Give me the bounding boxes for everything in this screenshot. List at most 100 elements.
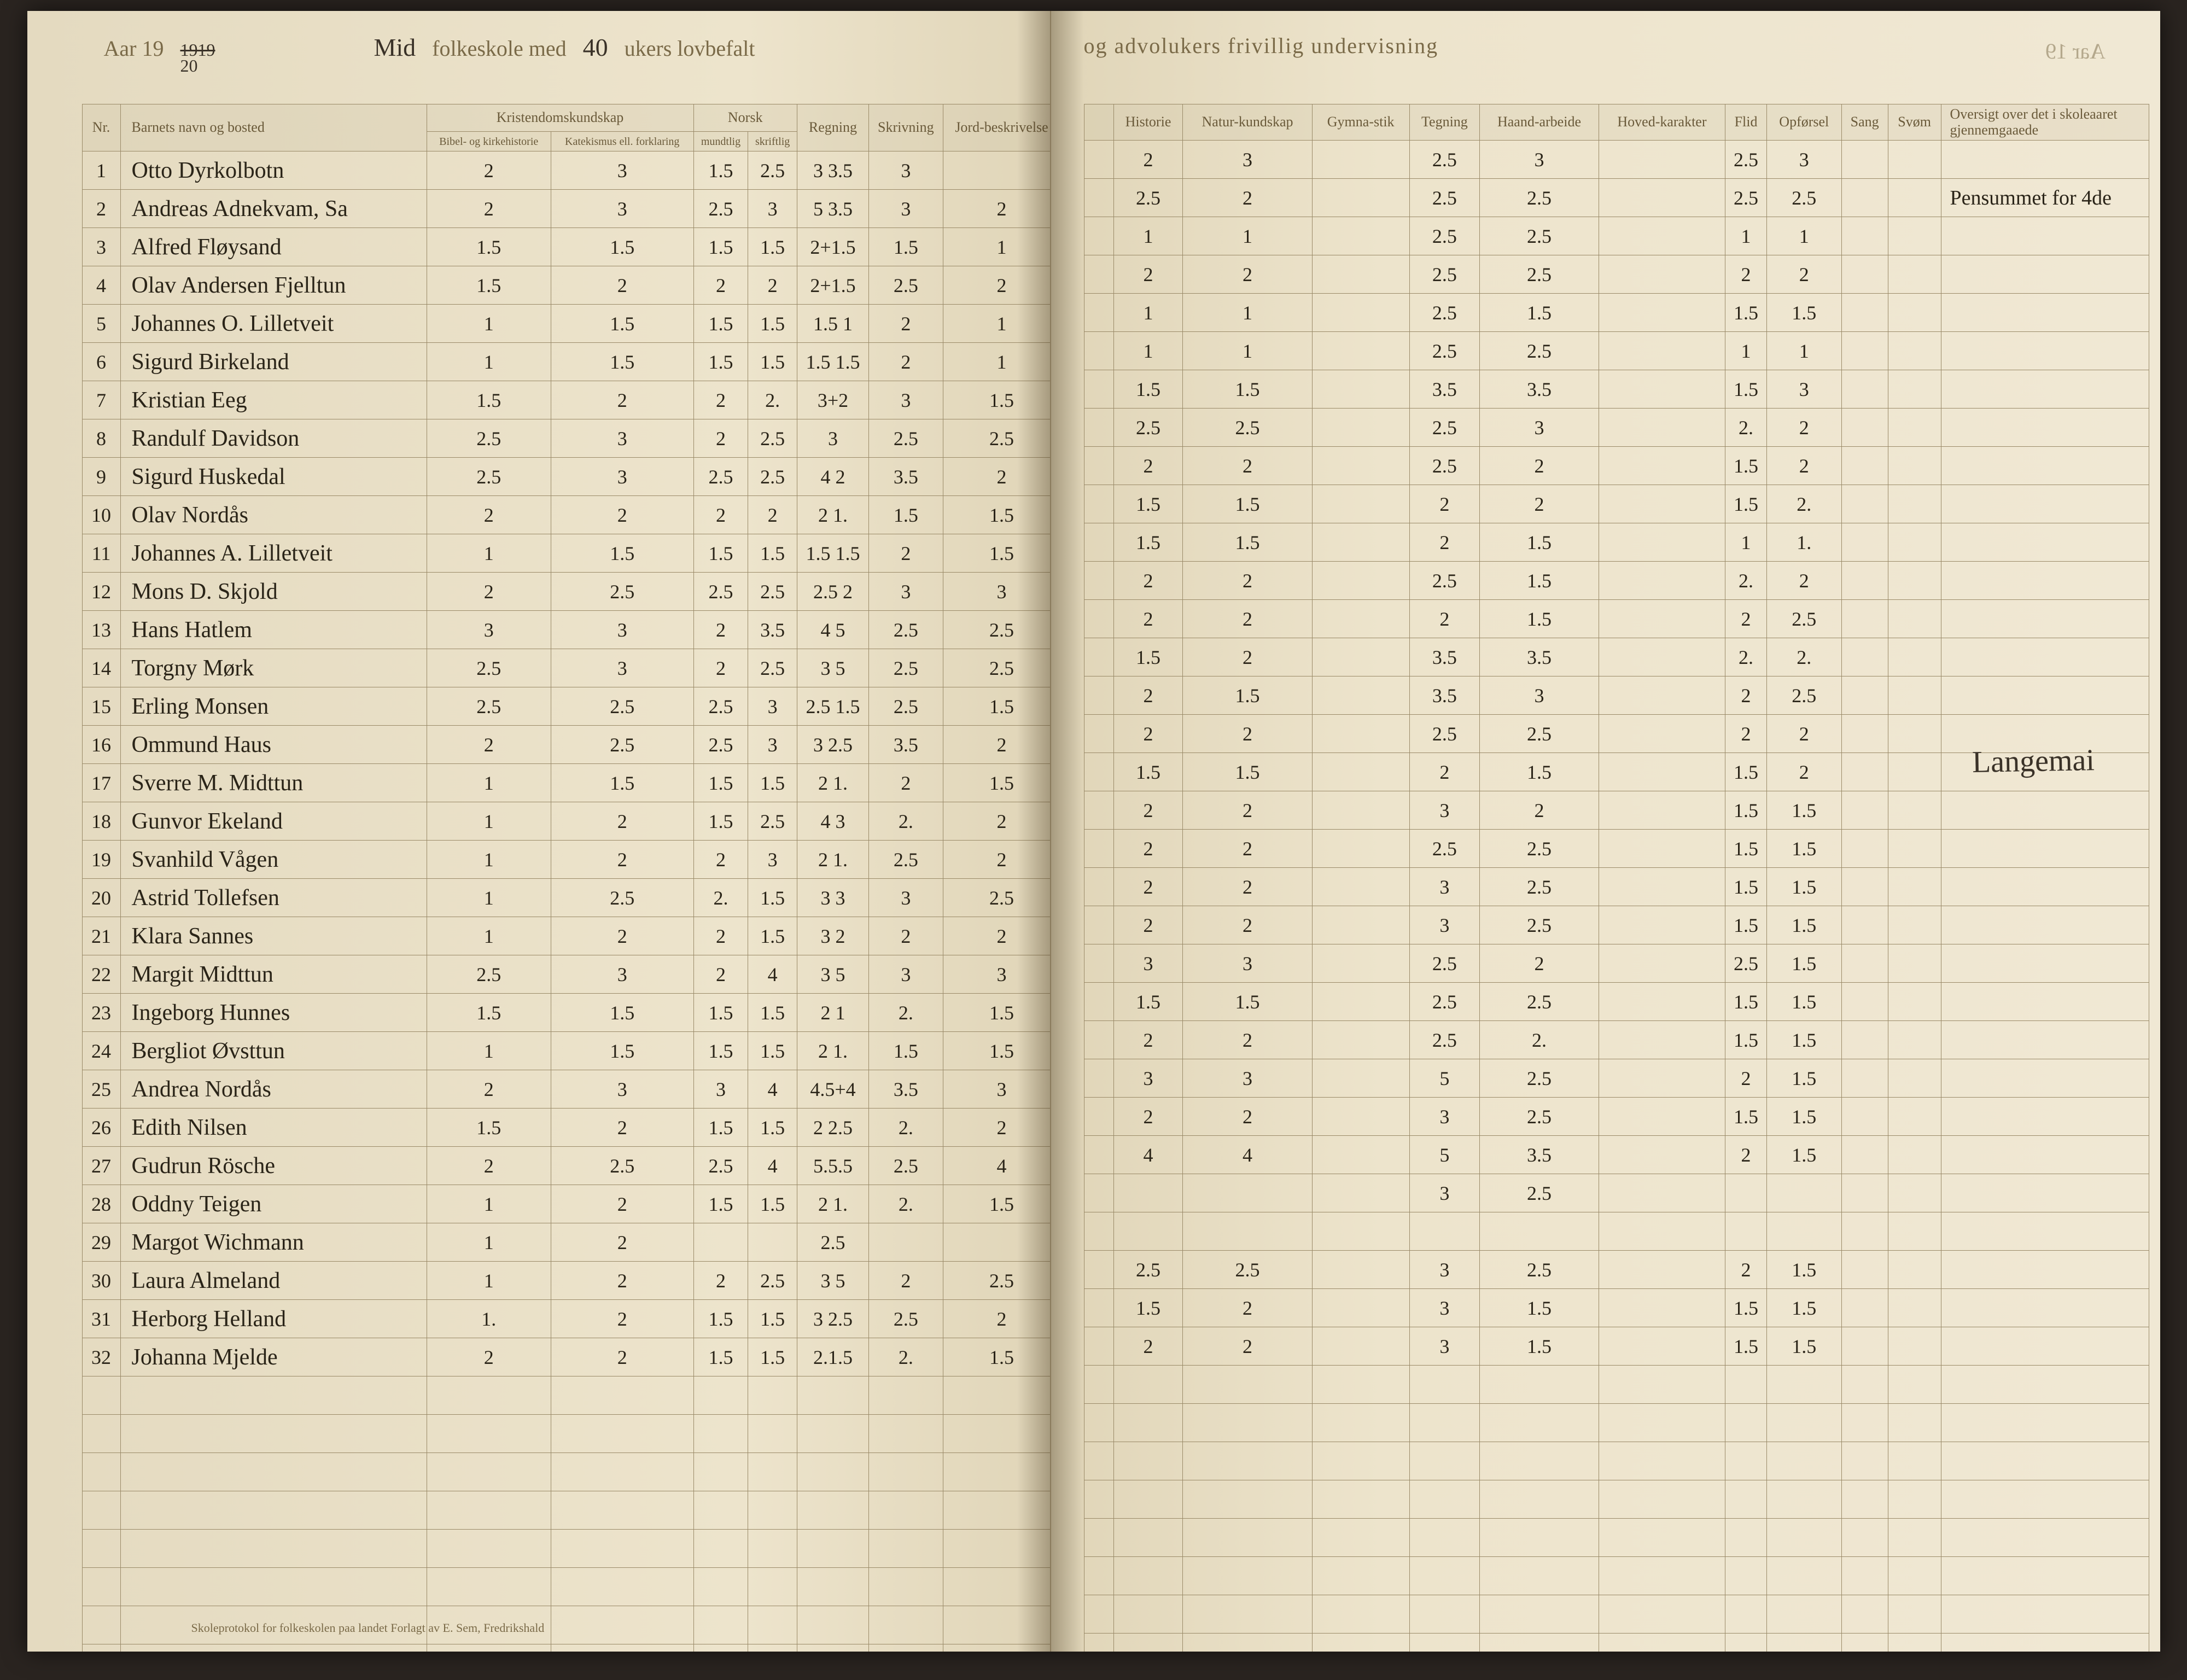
grade-cell <box>1888 676 1941 715</box>
blank-row <box>1084 1634 2149 1652</box>
grade-cell: 1.5 <box>1725 753 1766 791</box>
grade-cell: 1.5 <box>1767 1327 1841 1366</box>
grade-cell: 1.5 <box>1183 370 1312 409</box>
grade-cell <box>1312 944 1409 983</box>
grade-cell: 1.5 <box>1767 1251 1841 1289</box>
grade-cell: 1.5 <box>748 879 797 917</box>
grade-cell: 1 <box>1113 294 1183 332</box>
table-row: 222.521.52 <box>1084 447 2149 485</box>
grade-cell: 2 <box>1183 1289 1312 1327</box>
grade-cell: 1.5 <box>1113 983 1183 1021</box>
grade-cell: 1 <box>1183 332 1312 370</box>
grade-cell: 2.5 <box>1409 217 1479 255</box>
grade-cell: 1.5 <box>1767 1098 1841 1136</box>
grade-cell: 2 <box>427 496 551 534</box>
grade-cell: 2 <box>693 419 748 458</box>
grade-cell: 1.5 <box>1113 485 1183 523</box>
grade-cell <box>1599 1136 1725 1174</box>
oversigt-cell <box>1941 1174 2149 1212</box>
grade-cell <box>1841 409 1888 447</box>
grade-cell: 2.5 <box>693 573 748 611</box>
grade-cell: 3.5 <box>869 1070 943 1109</box>
grade-cell: 2 <box>551 802 693 841</box>
table-row: 27Gudrun Rösche22.52.545.5.52.54 <box>82 1147 1051 1185</box>
blank-row <box>1084 1595 2149 1634</box>
grade-cell: 1.5 <box>551 343 693 381</box>
blank-row <box>1084 1557 2149 1595</box>
grade-cell: 2.5 <box>1409 294 1479 332</box>
grade-cell: 1.5 <box>1480 1289 1599 1327</box>
grade-cell: 2 <box>748 496 797 534</box>
grade-cell: 3 <box>869 879 943 917</box>
grade-cell <box>1767 1174 1841 1212</box>
grade-cell: 2.5 1.5 <box>797 687 868 726</box>
grade-cell: 2 <box>1113 1098 1183 1136</box>
table-row: 7Kristian Eeg1.5222.3+231.5 <box>82 381 1051 419</box>
grade-cell: 2.5 <box>1409 255 1479 294</box>
grade-cell: 2.5 <box>693 726 748 764</box>
left-table-head: Nr. Barnets navn og bosted Kristendomsku… <box>82 104 1051 151</box>
grade-cell: 3 <box>1409 1098 1479 1136</box>
grade-cell: 1.5 <box>943 381 1051 419</box>
oversigt-cell <box>1941 676 2149 715</box>
grade-cell: 2. <box>869 802 943 841</box>
col-regning: Regning <box>797 104 868 151</box>
grade-cell: 1. <box>427 1300 551 1338</box>
grade-cell: 2 <box>943 802 1051 841</box>
grade-cell: 2.5 <box>869 687 943 726</box>
row-nr: 6 <box>82 343 120 381</box>
grade-cell: 3 2.5 <box>797 1300 868 1338</box>
blank-row <box>1084 1480 2149 1519</box>
grade-cell <box>1841 485 1888 523</box>
grade-cell: 2.5 <box>1409 715 1479 753</box>
oversigt-cell <box>1941 255 2149 294</box>
grade-cell: 2 <box>551 496 693 534</box>
grade-cell: 3 <box>943 1070 1051 1109</box>
grade-cell: 2 <box>693 381 748 419</box>
grade-cell: 2.5 <box>748 573 797 611</box>
table-row: 22Margit Midttun2.53243 533 <box>82 955 1051 994</box>
grade-cell: 2 <box>427 190 551 228</box>
grade-cell: 2.5 <box>427 955 551 994</box>
grade-cell <box>1599 1289 1725 1327</box>
grade-cell: 3 <box>427 611 551 649</box>
grade-cell: 3 <box>1409 906 1479 944</box>
grade-cell <box>1312 409 1409 447</box>
grade-cell: 2.5 <box>427 419 551 458</box>
row-name: Randulf Davidson <box>120 419 427 458</box>
row-name: Olav Andersen Fjelltun <box>120 266 427 305</box>
table-row: 1Otto Dyrkolbotn231.52.53 3.53 <box>82 151 1051 190</box>
table-row: 332.522.51.5 <box>1084 944 2149 983</box>
table-row: 5Johannes O. Lilletveit11.51.51.51.5 121 <box>82 305 1051 343</box>
grade-cell: 1.5 <box>551 1032 693 1070</box>
grade-cell: 3.5 <box>1480 370 1599 409</box>
grade-cell <box>1888 715 1941 753</box>
grade-cell: 3 5 <box>797 955 868 994</box>
grade-cell: 1.5 <box>943 1185 1051 1223</box>
grade-cell: 1.5 <box>1767 791 1841 830</box>
grade-cell: 2 <box>869 764 943 802</box>
grade-cell: 2.5 <box>1480 906 1599 944</box>
row-nr: 2 <box>82 190 120 228</box>
grade-cell: 2 <box>1113 830 1183 868</box>
table-row: 112.52.511 <box>1084 332 2149 370</box>
grade-cell <box>1480 1212 1599 1251</box>
grade-cell: 3 <box>1409 1174 1479 1212</box>
grade-cell: 2. <box>1767 638 1841 676</box>
grade-cell: 2.5 <box>1480 1251 1599 1289</box>
grade-cell: 2 <box>1767 715 1841 753</box>
grade-cell <box>1888 141 1941 179</box>
table-row: 222.52.51.51.5 <box>1084 830 2149 868</box>
table-row: 2.52.532.521.5 <box>1084 1251 2149 1289</box>
grade-cell: 2.5 <box>1767 179 1841 217</box>
grade-cell: 2. <box>869 994 943 1032</box>
row-nr: 4 <box>82 266 120 305</box>
oversigt-cell <box>1941 791 2149 830</box>
grade-cell: 3 <box>693 1070 748 1109</box>
grade-cell: 3 <box>1183 944 1312 983</box>
row-name: Otto Dyrkolbotn <box>120 151 427 190</box>
grade-cell <box>1841 906 1888 944</box>
grade-cell: 2. <box>693 879 748 917</box>
grade-cell: 1.5 <box>1183 485 1312 523</box>
row-name: Ingeborg Hunnes <box>120 994 427 1032</box>
